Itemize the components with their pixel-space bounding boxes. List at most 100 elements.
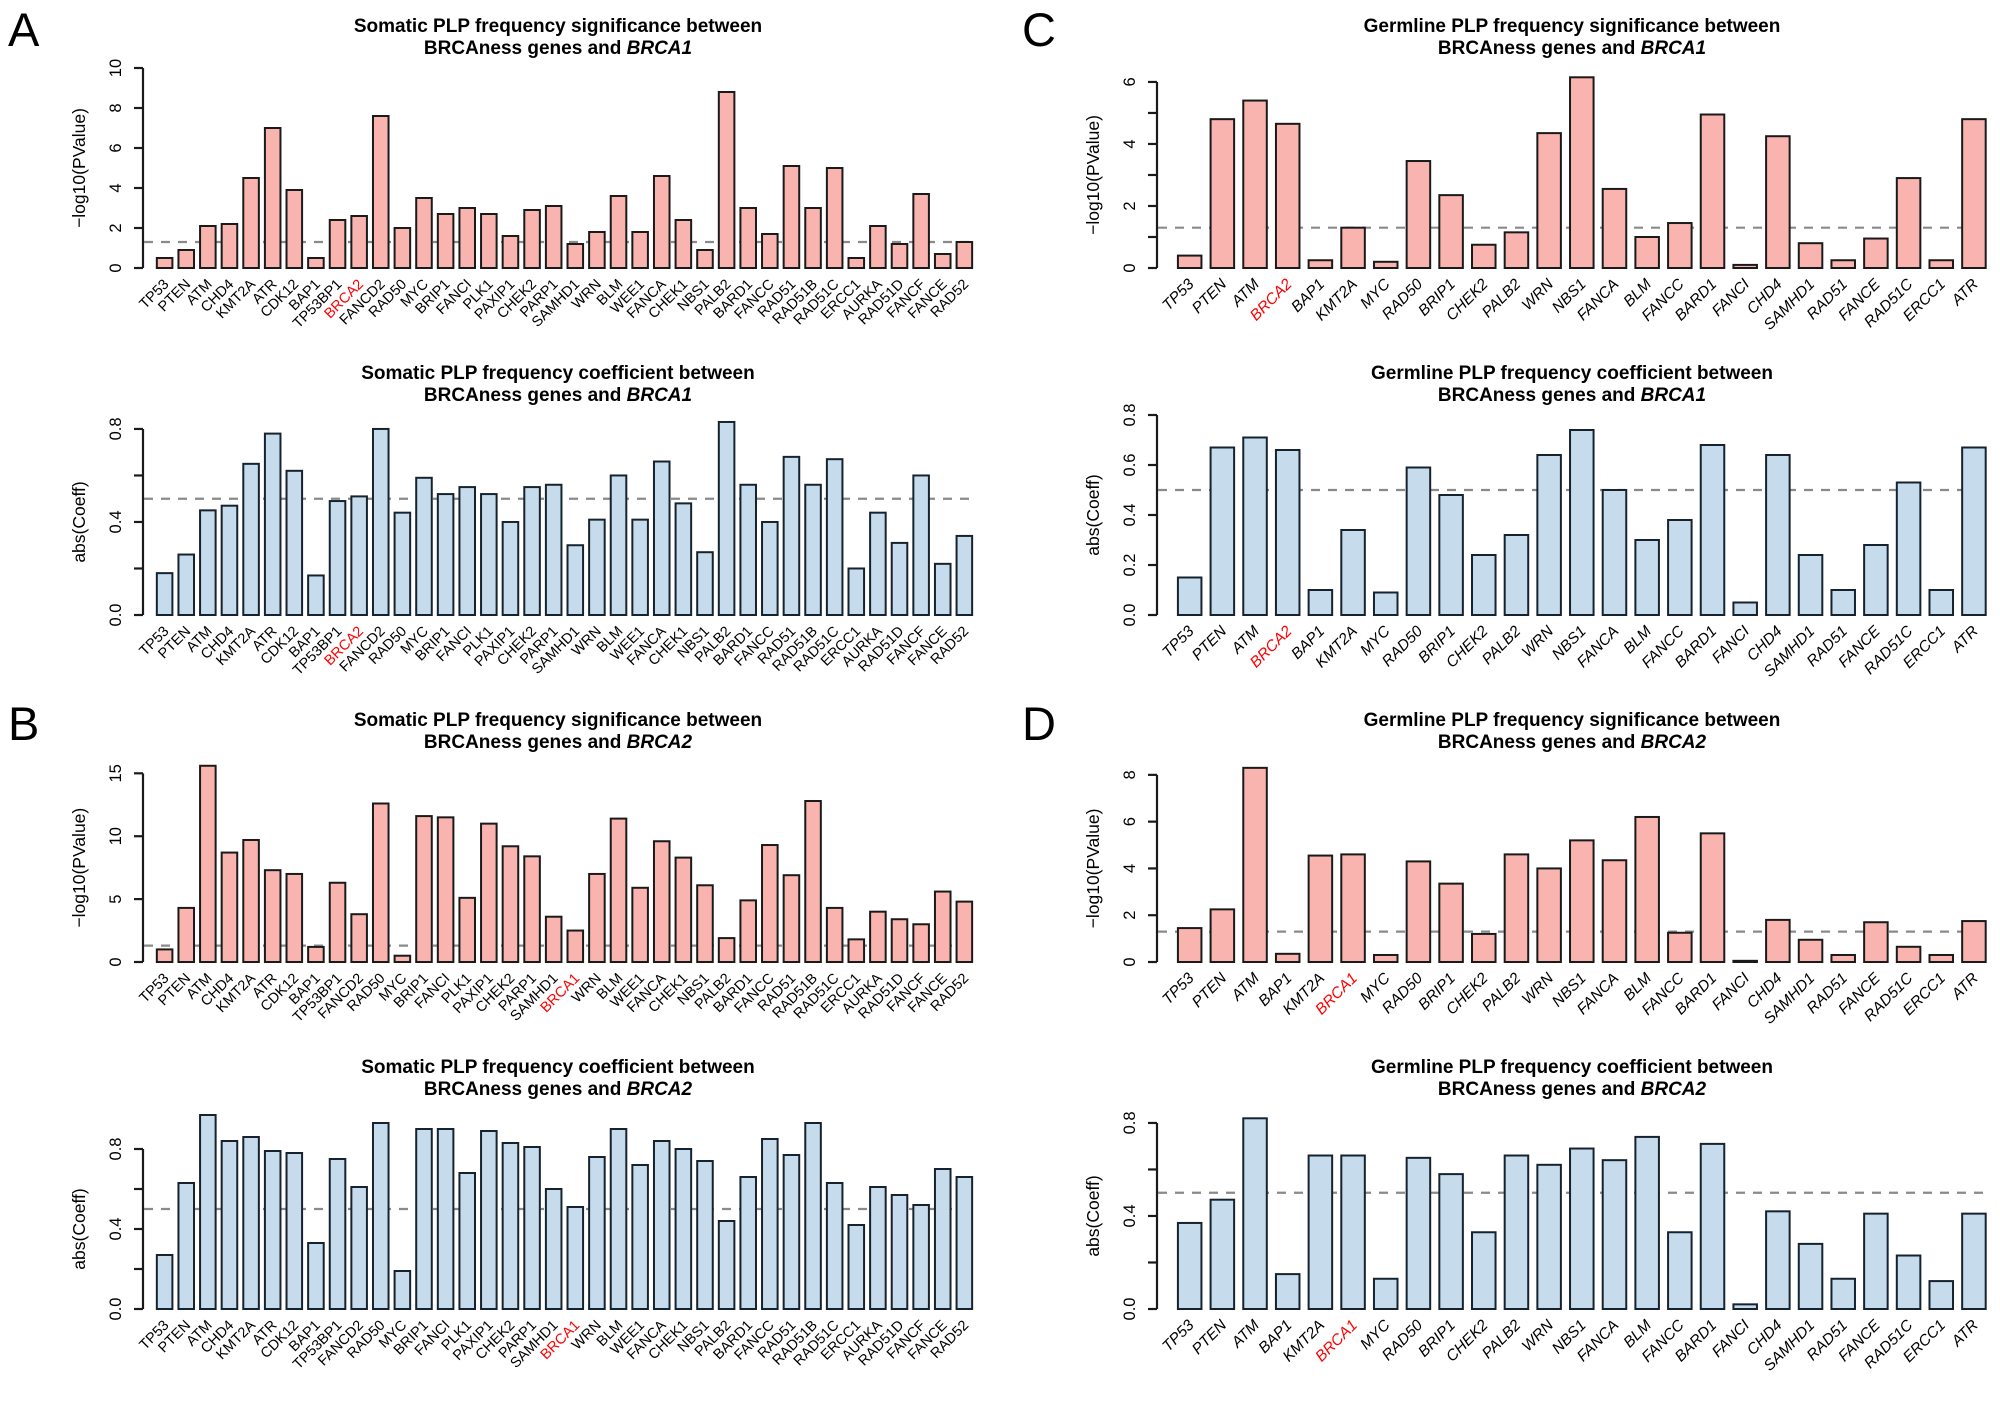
bar-BAP1 xyxy=(1307,589,1334,616)
bar-FANCC xyxy=(1667,931,1693,964)
bar-RAD51D xyxy=(890,243,909,269)
bar-FANCA xyxy=(652,840,671,963)
bar-PLK1 xyxy=(480,213,498,269)
bar-FANCD2 xyxy=(350,913,368,964)
x-label-PTEN: PTEN xyxy=(1189,275,1231,317)
bar-SAMHD1 xyxy=(566,544,585,616)
bar-PTEN xyxy=(1209,446,1236,616)
bar-PAXIP1 xyxy=(501,520,520,616)
y-tick-label: 0 xyxy=(1121,263,1139,272)
y-tick-label: 0.8 xyxy=(1121,1111,1139,1134)
y-tick-label: 6 xyxy=(1121,77,1139,86)
bar-RAD51B xyxy=(804,483,822,616)
bar-ATM xyxy=(199,225,217,269)
bar-TP53 xyxy=(1176,254,1203,269)
x-label-FANCI: FANCI xyxy=(1709,275,1754,320)
y-tick-label: 8 xyxy=(1121,770,1139,779)
bar-PAXIP1 xyxy=(480,1130,498,1310)
y-tick-label: 0.0 xyxy=(1121,604,1139,627)
bar-RAD51C xyxy=(1895,945,1922,963)
bar-BLM xyxy=(1634,1135,1660,1310)
bar-CHEK2 xyxy=(501,1142,520,1310)
bar-CHEK2 xyxy=(1471,932,1497,963)
bar-AURKA xyxy=(869,225,887,269)
bar-CHD4 xyxy=(220,851,239,963)
bar-ATR xyxy=(1961,920,1987,964)
bar-PAXIP1 xyxy=(480,822,498,963)
bar-RAD50 xyxy=(371,1122,390,1310)
bar-PLK1 xyxy=(458,896,476,963)
y-tick-label: 4 xyxy=(1121,139,1139,148)
bar-NBS1 xyxy=(1569,76,1595,269)
y-tick-label: 4 xyxy=(1121,864,1139,873)
bar-PARP1 xyxy=(544,205,563,269)
bar-PARP1 xyxy=(523,855,541,964)
y-tick-label: 0.4 xyxy=(107,1218,125,1241)
bar-TP53 xyxy=(155,257,174,269)
bar-ERCC1 xyxy=(1928,953,1955,963)
bar-FANCI xyxy=(1732,959,1758,964)
bar-BLM xyxy=(1634,815,1660,963)
chart-title-line1: Germline PLP frequency coefficient betwe… xyxy=(1371,363,1773,384)
bar-FANCC xyxy=(1667,222,1693,269)
bar-BLM xyxy=(1634,235,1660,269)
bar-BAP1 xyxy=(307,945,325,963)
y-axis-title: abs(Coeff) xyxy=(1083,474,1103,555)
y-axis-title: −log10(PValue) xyxy=(1083,115,1103,235)
bar-FANCI xyxy=(1732,1303,1758,1311)
bar-FANCE xyxy=(933,562,952,616)
bar-TP53BP1 xyxy=(328,219,347,269)
x-label-ATR: ATR xyxy=(1948,276,1982,310)
x-label-PTEN: PTEN xyxy=(1189,622,1231,664)
bar-FANCE xyxy=(933,1168,952,1310)
panel-b-letter: B xyxy=(8,697,40,750)
chart-title-line2: BRCAness genes and BRCA2 xyxy=(1438,1079,1707,1100)
bar-PTEN xyxy=(1209,118,1236,269)
bar-ATR xyxy=(263,869,282,963)
bar-PARP1 xyxy=(544,483,563,616)
bar-PLK1 xyxy=(480,493,498,616)
bar-RAD50 xyxy=(393,511,412,617)
y-tick-label: 2 xyxy=(107,223,125,232)
bar-BRCA2 xyxy=(350,215,368,269)
bar-CHEK2 xyxy=(501,845,520,963)
bar-MYC xyxy=(415,476,433,616)
bar-BAP1 xyxy=(1274,952,1301,964)
bar-TP53 xyxy=(155,1254,174,1310)
bar-RAD52 xyxy=(955,1176,974,1310)
bar-RAD51 xyxy=(1830,1277,1856,1310)
bar-FANCF xyxy=(912,474,930,616)
bar-MYC xyxy=(1372,260,1399,269)
bar-SAMHD1 xyxy=(1797,938,1824,963)
chart-title-line2: BRCAness genes and BRCA2 xyxy=(424,732,693,753)
y-tick-label: 0 xyxy=(1121,957,1139,966)
y-tick-label: 0.4 xyxy=(107,511,125,534)
bar-KMT2A xyxy=(1307,854,1334,963)
y-tick-label: 2 xyxy=(1121,911,1139,920)
bar-FANCF xyxy=(912,923,930,963)
bar-WRN xyxy=(1536,867,1562,964)
bar-TP53 xyxy=(1176,1221,1203,1310)
bar-NBS1 xyxy=(1569,1147,1595,1310)
bar-PALB2 xyxy=(1503,853,1530,963)
y-tick-label: 0.8 xyxy=(107,1138,125,1161)
bar-FANCE xyxy=(1863,1212,1889,1311)
bar-ATM xyxy=(1242,436,1268,616)
bar-PTEN xyxy=(177,249,196,269)
chart-somatic-significance-brca2: Somatic PLP frequency significance betwe… xyxy=(69,710,974,1026)
x-label-ATR: ATR xyxy=(1948,1317,1982,1351)
bar-WRN xyxy=(588,1156,606,1310)
bar-BLM xyxy=(609,195,628,269)
bar-CHD4 xyxy=(1765,918,1791,963)
bar-CHEK1 xyxy=(674,1148,693,1310)
chart-title-line2: BRCAness genes and BRCA2 xyxy=(1438,732,1707,753)
chart-germline-coefficient-brca1: Germline PLP frequency coefficient betwe… xyxy=(1083,363,1987,681)
bar-ATR xyxy=(1961,1212,1987,1311)
bar-FANCI xyxy=(436,1128,455,1310)
bar-RAD51C xyxy=(1895,1254,1922,1310)
bar-NBS1 xyxy=(696,884,714,964)
bar-RAD51B xyxy=(804,1122,822,1310)
y-tick-label: 6 xyxy=(107,143,125,152)
bar-PTEN xyxy=(177,906,196,964)
bar-FANCC xyxy=(761,520,779,616)
